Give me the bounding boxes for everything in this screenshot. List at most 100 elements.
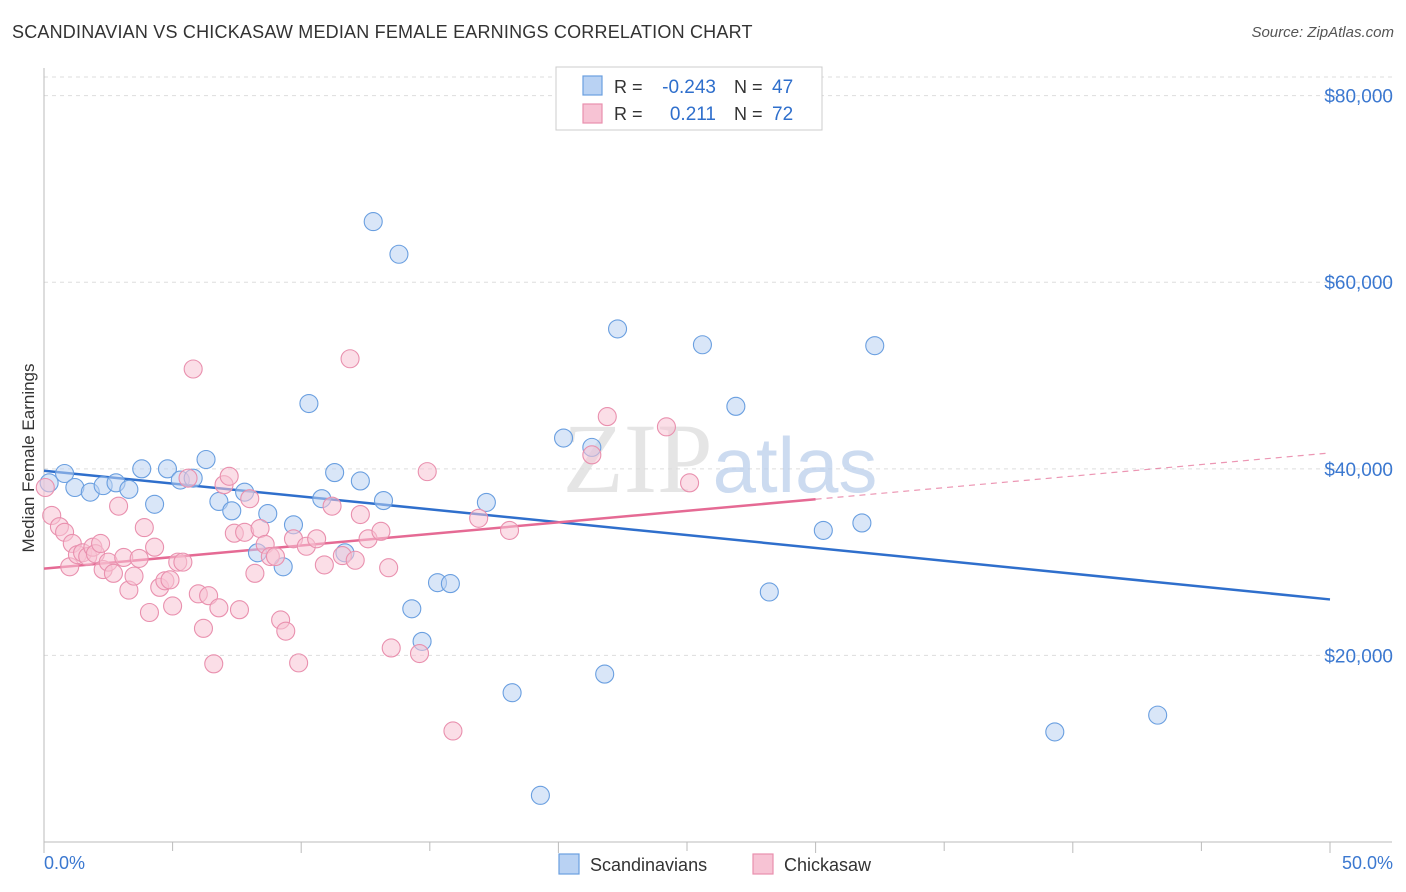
scandinavian-point-31 [440,574,460,594]
chickasaw-point-40 [240,489,260,509]
scandinavian-point-42 [813,520,833,540]
chickasaw-point-63 [417,462,437,482]
chickasaw-point-65 [469,508,489,528]
chickasaw-point-24 [160,570,180,590]
chickasaw-point-17 [124,566,144,586]
x-tick-label-0: 0.0% [44,853,85,873]
scandinavian-point-25 [363,212,383,232]
chart-title: SCANDINAVIAN VS CHICKASAW MEDIAN FEMALE … [12,22,753,42]
stat-r-value-0: -0.243 [662,77,716,98]
data-points [35,212,1168,805]
scandinavian-point-9 [157,459,178,479]
chickasaw-point-13 [103,563,123,583]
series-legend-label-scandinavians: Scandinavians [590,855,707,875]
chickasaw-point-49 [289,653,309,673]
series-legend-swatch-scandinavians [558,853,580,875]
scandinavian-point-24 [350,471,370,491]
scandinavian-point-33 [502,683,522,703]
stat-r-label-1: R = [614,104,643,124]
chickasaw-point-41 [245,563,265,583]
chickasaw-point-69 [656,417,676,437]
scandinavian-point-38 [608,319,628,339]
y-tick-labels: $20,000 $40,000 $60,000 $80,000 [1324,87,1393,668]
grid-lines [44,76,1392,656]
source-label: Source: ZipAtlas.com [1251,24,1394,41]
scandinavian-point-1 [55,463,75,484]
chickasaw-point-28 [178,468,198,488]
scandinavian-point-27 [389,244,409,264]
y-tick-label-3: $80,000 [1324,87,1393,108]
chickasaw-point-70 [680,473,700,493]
scandinavian-point-8 [145,494,165,514]
chickasaw-point-51 [307,529,327,549]
scandinavian-point-7 [132,459,152,479]
x-tick-labels: 0.0% 50.0% [44,853,1393,873]
legend-swatch-chickasaw [582,103,603,124]
y-axis-label: Median Female Earnings [19,364,38,553]
chickasaw-point-53 [322,496,342,516]
chickasaw-point-21 [145,537,165,557]
chickasaw-point-27 [173,552,193,572]
scandinavian-point-17 [258,504,278,524]
chickasaw-point-36 [219,466,239,486]
chickasaw-point-18 [129,548,149,568]
scandinavian-point-46 [1148,705,1168,725]
chickasaw-point-55 [340,349,360,369]
chickasaw-point-61 [381,638,401,658]
chickasaw-point-42 [250,518,270,539]
chickasaw-point-38 [229,600,250,620]
chickasaw-point-64 [443,721,463,741]
scandinavian-trend-line [43,469,1331,601]
chickasaw-point-10 [91,533,111,554]
chickasaw-point-20 [139,602,160,623]
chickasaw-point-71 [35,477,55,498]
chickasaw-point-14 [109,496,129,516]
scandinavian-point-14 [222,501,242,521]
stats-legend: R = -0.243 N = 47 R = 0.211 N = 72 [555,66,823,131]
chickasaw-point-31 [193,618,214,638]
chickasaw-point-52 [314,555,334,575]
chickasaw-point-57 [350,504,370,525]
chickasaw-point-67 [582,445,602,465]
series-legend-label-chickasaw: Chickasaw [784,855,872,875]
stat-n-label-0: N = [734,77,763,97]
y-tick-label-2: $60,000 [1324,273,1393,294]
scandinavian-point-6 [119,479,139,499]
scandinavian-point-43 [852,513,872,533]
chickasaw-point-62 [409,643,430,664]
legend-swatch-scandinavian [582,75,603,96]
chickasaw-point-60 [379,558,399,578]
chickasaw-point-19 [134,518,154,538]
stat-n-value-0: 47 [772,77,793,98]
series-legend-swatch-chickasaw [752,853,774,875]
scandinavian-point-39 [692,335,712,355]
chickasaw-point-29 [183,359,203,379]
scandinavian-point-12 [196,449,216,470]
chickasaw-point-45 [265,546,286,567]
scandinavian-point-22 [325,463,345,483]
scandinavian-point-35 [553,428,574,448]
watermark-atlas: atlas [713,421,878,509]
chickasaw-point-66 [499,520,520,540]
stat-n-label-1: N = [734,104,763,124]
axes [43,68,1392,853]
stat-r-value-1: 0.211 [670,104,716,125]
x-tick-label-1: 50.0% [1342,853,1393,873]
chickasaw-point-56 [345,550,365,570]
scandinavian-point-44 [865,336,885,356]
chickasaw-point-68 [597,407,617,427]
scandinavian-point-37 [595,664,615,684]
y-tick-label-1: $40,000 [1324,460,1393,481]
chickasaw-point-25 [163,596,183,616]
chickasaw-point-47 [276,621,296,641]
y-tick-label-0: $20,000 [1324,646,1393,667]
scandinavian-point-45 [1045,722,1065,742]
chickasaw-trend-line-extension [815,452,1331,500]
stat-n-value-1: 72 [772,104,793,125]
scandinavian-point-32 [476,492,496,512]
stat-r-label-0: R = [614,77,643,97]
scandinavian-point-26 [373,490,394,511]
series-legend: Scandinavians Chickasaw [558,853,872,875]
chickasaw-point-33 [204,654,224,674]
